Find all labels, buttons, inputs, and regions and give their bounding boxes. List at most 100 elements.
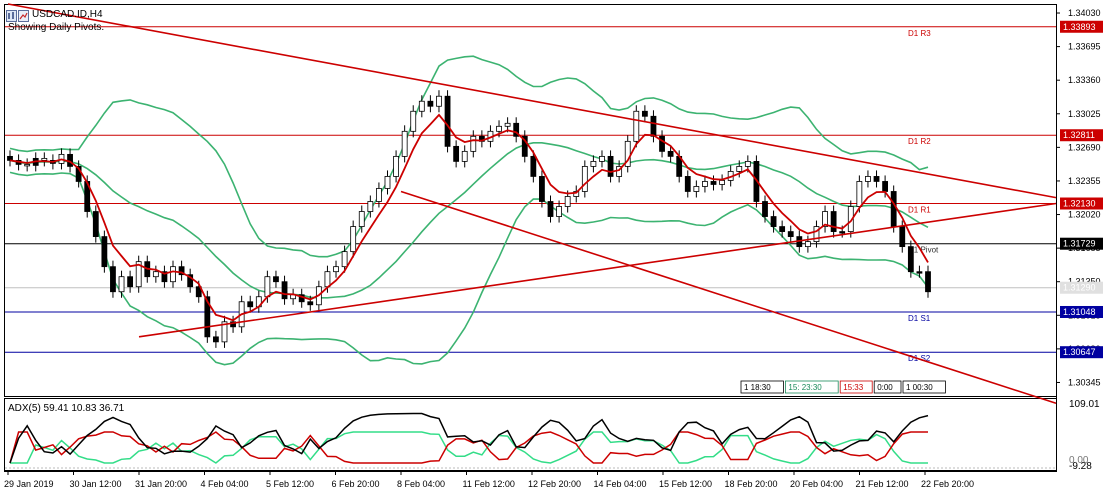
candle-bear <box>916 271 923 274</box>
candle-bull <box>170 266 176 283</box>
candle-bull <box>393 155 399 177</box>
candle-bear <box>247 301 254 308</box>
countdown-boxes: 1 18:30 15: 23:30 15:33 0:00 1 00:30 <box>740 380 946 394</box>
countdown-text: 1 00:30 <box>906 383 933 392</box>
pivot-price-text: 1.31048 <box>1063 307 1096 317</box>
candle-bull <box>822 211 828 227</box>
chart-window-icon[interactable] <box>6 10 30 23</box>
price-label: 1.30345 <box>1068 377 1101 387</box>
time-label: 31 Jan 20:00 <box>135 479 187 489</box>
moving-average <box>9 113 929 322</box>
candle-bear <box>187 274 194 288</box>
candle-bear <box>684 176 691 192</box>
pivot-price-tag <box>1060 346 1103 359</box>
time-axis: 29 Jan 2019 30 Jan 12:00 31 Jan 20:00 4 Feb… <box>4 471 974 489</box>
time-label: 21 Feb 12:00 <box>856 479 909 489</box>
pivot-name: D1 R3 <box>908 29 931 38</box>
candle-bear <box>882 181 889 192</box>
adx-level-label: 0.00 <box>1069 455 1089 466</box>
candle-bull <box>418 100 425 112</box>
ma-line <box>9 113 929 322</box>
time-label: 14 Feb 04:00 <box>594 479 647 489</box>
adx-scale-top: 109.01 <box>1069 399 1100 410</box>
time-label: 30 Jan 12:00 <box>70 479 122 489</box>
countdown-text: 15:33 <box>843 383 864 392</box>
time-label: 22 Feb 20:00 <box>921 479 974 489</box>
candle-bear <box>710 181 717 185</box>
time-label: 8 Feb 04:00 <box>397 479 445 489</box>
candle-bear <box>161 271 168 283</box>
candle-bull <box>152 271 159 278</box>
candle-bull <box>702 181 708 187</box>
candle-bear <box>204 296 211 338</box>
bollinger-bands <box>9 55 929 366</box>
trendline <box>400 190 1057 405</box>
candle-bull <box>401 130 408 157</box>
pivot-name: D1 R2 <box>908 137 931 146</box>
adx-minus-di <box>9 431 928 464</box>
countdown-box <box>902 380 946 394</box>
candle-bull <box>376 188 382 202</box>
time-label: 15 Feb 12:00 <box>659 479 712 489</box>
pivot-price-tag <box>1060 20 1103 33</box>
candle-bear <box>178 266 185 276</box>
candle-bull <box>693 186 700 192</box>
candle-bear <box>521 135 528 157</box>
candle-bull <box>804 241 811 248</box>
candle-bull <box>461 150 468 162</box>
candle-bear <box>779 226 786 232</box>
candle-bull <box>633 110 640 142</box>
candle-bull <box>719 180 725 185</box>
candle-bear <box>650 115 657 137</box>
candle-bear <box>307 301 314 306</box>
pivot-price-tag <box>1060 237 1103 250</box>
candle-bull <box>358 211 365 227</box>
pivot-price-text: 1.32811 <box>1063 130 1095 140</box>
candle-bull <box>470 135 477 152</box>
pivot-price-tags: 1.33893 1.32811 1.32130 1.31729 1.31048 1.306… <box>1060 20 1103 359</box>
adx-scale-bottom: -9.28 <box>1069 461 1092 472</box>
current-price-tag <box>1060 281 1103 294</box>
candle-bear <box>127 276 134 288</box>
pivot-name: D1 Pivot <box>908 246 939 255</box>
candle-bull <box>847 206 854 232</box>
time-label: 29 Jan 2019 <box>4 479 54 489</box>
candle-bull <box>24 164 31 167</box>
candle-bear <box>7 155 13 161</box>
candle-bull <box>813 226 820 243</box>
candle-bull <box>504 122 511 127</box>
candle-bear <box>839 231 846 234</box>
chart-frame <box>4 4 1057 397</box>
price-label: 1.32020 <box>1068 210 1101 220</box>
pivot-price-text: 1.33893 <box>1063 22 1096 32</box>
candle-bull <box>856 181 863 207</box>
time-label: 6 Feb 20:00 <box>332 479 380 489</box>
candle-bear <box>830 211 837 232</box>
trendline <box>7 3 1057 199</box>
candle-bear <box>92 211 99 237</box>
candle-bear <box>195 286 202 298</box>
pivot-note: Showing Daily Pivots. <box>8 22 105 33</box>
candle-bear <box>641 110 648 117</box>
bollinger-upper <box>9 55 929 258</box>
countdown-text: 0:00 <box>877 383 893 392</box>
candle-bear <box>273 276 279 283</box>
pivot-name: D1 S1 <box>908 314 931 323</box>
candle-bear <box>453 145 460 162</box>
candle-bull <box>496 125 502 132</box>
countdown-text: 1 18:30 <box>744 383 771 392</box>
symbol-label: USDCAD.ID,H4 <box>32 9 103 20</box>
time-label: 18 Feb 20:00 <box>725 479 778 489</box>
candle-bear <box>787 231 794 237</box>
pivot-price-tag <box>1060 305 1103 318</box>
candle-bear <box>659 135 665 152</box>
candlesticks <box>7 90 931 348</box>
candle-bull <box>865 176 871 182</box>
candle-bull <box>333 266 339 273</box>
candle-bull <box>564 196 571 207</box>
candle-bear <box>547 201 554 217</box>
candle-bull <box>324 271 331 288</box>
price-label: 1.33360 <box>1068 75 1101 85</box>
candle-bull <box>590 160 597 167</box>
